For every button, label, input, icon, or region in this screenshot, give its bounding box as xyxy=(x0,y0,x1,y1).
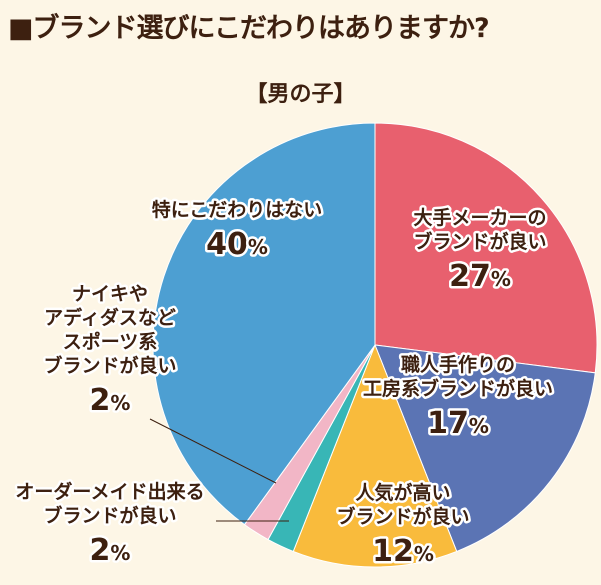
slice-label-line: スポーツ系 xyxy=(63,330,158,353)
pie-slice-5 xyxy=(152,122,376,526)
slice-label-5: 特にこだわりはない 40% xyxy=(149,197,325,265)
leader-line-4 xyxy=(149,418,277,484)
slice-label-line: ナイキや xyxy=(72,283,148,305)
pie-slice-2 xyxy=(292,343,458,568)
slice-label-line: 特にこだわりはない xyxy=(152,199,323,221)
slice-value-number: 27 xyxy=(449,259,491,294)
slice-value-number: 2 xyxy=(90,533,111,568)
slice-value-number: 40 xyxy=(206,227,248,262)
slice-value-number: 12 xyxy=(372,534,414,569)
slice-value-label: 12% xyxy=(372,534,434,569)
slice-label-line: ブランドが良い xyxy=(43,504,176,527)
slice-value-unit: % xyxy=(248,235,268,259)
slice-label-line: 職人手作りの xyxy=(401,353,515,376)
slice-label-line: ブランドが良い xyxy=(413,230,546,253)
slice-value-number: 17 xyxy=(427,406,469,441)
slice-value-unit: % xyxy=(469,414,489,438)
slice-value-unit: % xyxy=(110,541,130,565)
pie-slice-0 xyxy=(374,122,598,374)
slice-value-unit: % xyxy=(491,267,511,291)
slice-label-line: ブランドが良い xyxy=(336,505,469,528)
chart-title: ■ブランド選びにこだわりはありますか? xyxy=(8,13,490,44)
chart-subtitle: 【男の子】 xyxy=(245,82,356,107)
slice-label-line: オーダーメイド出来る xyxy=(15,480,204,503)
slice-value-number: 2 xyxy=(90,383,111,418)
slice-label-line: 人気が高い xyxy=(355,481,450,504)
slice-value-label: 2% xyxy=(90,383,131,418)
slice-label-line: ブランドが良い xyxy=(43,354,176,377)
pie-slice-1 xyxy=(374,344,596,553)
slice-label-line: 工房系ブランドが良い xyxy=(363,377,553,400)
slice-value-label: 40% xyxy=(206,227,268,262)
slice-value-label: 2% xyxy=(90,533,131,568)
slice-label-line: アディダスなど xyxy=(44,306,176,329)
slice-value-unit: % xyxy=(110,391,130,415)
slice-label-line: 大手メーカーの xyxy=(413,206,546,229)
slice-value-label: 17% xyxy=(427,406,489,441)
slice-value-unit: % xyxy=(414,542,434,566)
slice-value-label: 27% xyxy=(449,259,511,294)
